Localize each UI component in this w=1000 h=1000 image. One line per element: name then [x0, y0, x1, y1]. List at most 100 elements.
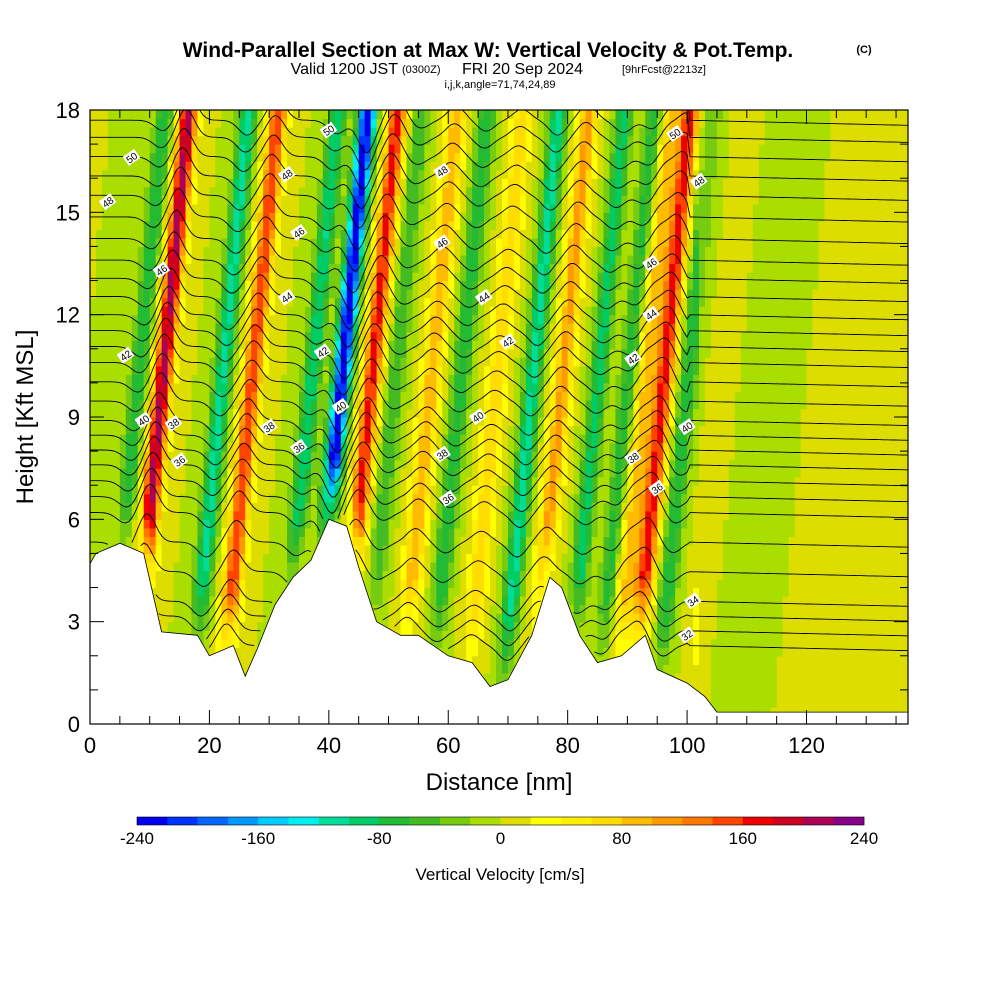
velocity-cell: [125, 144, 133, 154]
velocity-cell: [155, 135, 163, 145]
velocity-cell: [90, 485, 97, 495]
velocity-cell: [334, 237, 342, 248]
velocity-cell: [298, 527, 306, 537]
velocity-cell: [484, 425, 491, 435]
velocity-cell: [298, 186, 306, 196]
velocity-cell: [478, 135, 485, 145]
velocity-cell: [203, 630, 211, 640]
velocity-cell: [90, 365, 97, 375]
velocity-cell: [245, 544, 252, 555]
velocity-cell: [346, 110, 354, 120]
velocity-cell: [496, 331, 503, 341]
velocity-cell: [149, 391, 157, 401]
velocity-cell: [424, 203, 431, 213]
velocity-cell: [436, 382, 443, 393]
velocity-cell: [454, 553, 461, 563]
velocity-cell: [370, 391, 378, 401]
velocity-cell: [466, 212, 473, 222]
velocity-cell: [478, 331, 485, 341]
velocity-cell: [131, 144, 139, 154]
velocity-cell: [466, 536, 473, 546]
velocity-cell: [406, 408, 414, 418]
velocity-cell: [131, 237, 139, 248]
velocity-cell: [101, 391, 109, 401]
velocity-cell: [388, 254, 396, 265]
velocity-cell: [322, 203, 330, 213]
velocity-cell: [370, 135, 378, 145]
velocity-cell: [418, 510, 425, 520]
velocity-cell: [101, 374, 109, 384]
velocity-cell: [442, 570, 449, 580]
velocity-cell: [161, 246, 169, 256]
velocity-cell: [352, 510, 360, 520]
velocity-cell: [346, 127, 354, 137]
velocity-cell: [107, 340, 115, 350]
velocity-cell: [484, 246, 491, 256]
velocity-cell: [107, 374, 115, 384]
velocity-cell: [221, 152, 228, 162]
velocity-cell: [424, 297, 431, 307]
velocity-cell: [233, 280, 240, 290]
velocity-cell: [161, 468, 169, 478]
velocity-cell: [143, 186, 151, 196]
velocity-cell: [293, 510, 300, 520]
velocity-cell: [448, 442, 455, 452]
velocity-cell: [352, 169, 360, 179]
velocity-cell: [197, 280, 205, 290]
velocity-cell: [418, 536, 425, 546]
velocity-cell: [257, 579, 264, 589]
velocity-cell: [155, 169, 163, 179]
velocity-cell: [376, 263, 384, 273]
velocity-cell: [251, 340, 258, 350]
velocity-cell: [197, 289, 205, 299]
velocity-cell: [239, 118, 246, 128]
velocity-cell: [101, 135, 109, 145]
velocity-cell: [448, 135, 455, 145]
velocity-cell: [358, 289, 366, 299]
velocity-cell: [245, 127, 252, 137]
velocity-cell: [304, 289, 312, 299]
velocity-cell: [370, 203, 378, 213]
velocity-cell: [406, 434, 414, 444]
velocity-cell: [227, 604, 234, 614]
velocity-cell: [424, 161, 431, 171]
velocity-cell: [161, 527, 169, 537]
velocity-cell: [340, 220, 348, 230]
velocity-cell: [418, 425, 425, 435]
velocity-cell: [263, 195, 270, 205]
velocity-cell: [454, 621, 461, 631]
velocity-cell: [281, 135, 288, 145]
velocity-cell: [227, 596, 234, 606]
velocity-cell: [472, 348, 479, 358]
velocity-cell: [137, 408, 145, 418]
velocity-cell: [239, 161, 246, 171]
velocity-cell: [448, 527, 455, 537]
velocity-cell: [424, 621, 431, 631]
velocity-cell: [454, 434, 461, 444]
velocity-cell: [161, 280, 169, 290]
velocity-cell: [161, 476, 169, 486]
velocity-cell: [460, 468, 467, 478]
velocity-cell: [328, 382, 336, 393]
velocity-cell: [149, 246, 157, 256]
velocity-cell: [334, 195, 342, 205]
velocity-cell: [310, 374, 318, 384]
velocity-cell: [90, 399, 97, 410]
velocity-cell: [257, 246, 264, 256]
velocity-cell: [400, 391, 408, 401]
velocity-cell: [304, 229, 312, 239]
velocity-cell: [370, 297, 378, 307]
velocity-cell: [107, 314, 115, 324]
velocity-cell: [346, 144, 354, 154]
velocity-cell: [460, 613, 467, 623]
velocity-cell: [251, 374, 258, 384]
velocity-cell: [400, 314, 408, 324]
velocity-cell: [119, 382, 127, 393]
velocity-cell: [161, 323, 169, 333]
velocity-cell: [430, 263, 437, 273]
velocity-cell: [442, 357, 449, 367]
velocity-cell: [364, 553, 372, 563]
velocity-cell: [161, 425, 169, 435]
velocity-cell: [293, 314, 300, 324]
velocity-cell: [376, 536, 384, 546]
